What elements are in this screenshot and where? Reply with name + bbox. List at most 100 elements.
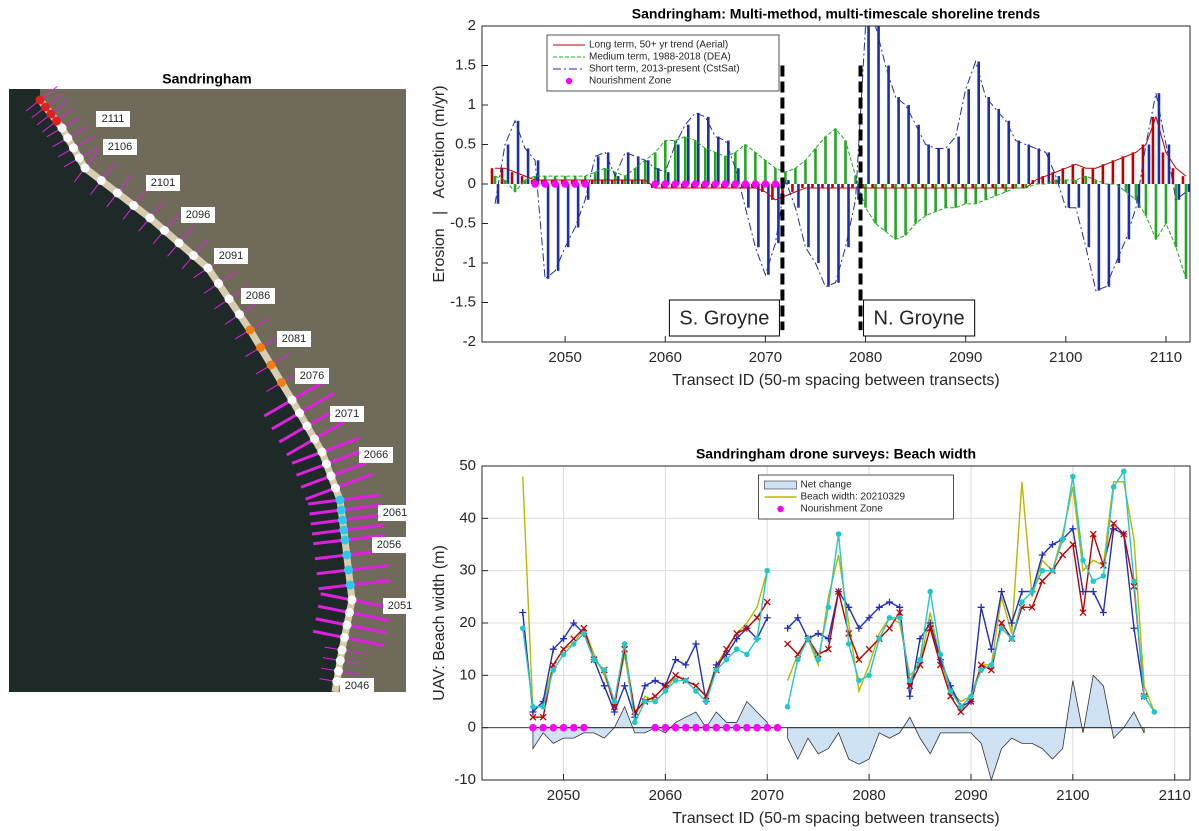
marker <box>896 603 904 611</box>
y-tick-label: 20 <box>459 614 476 631</box>
marker <box>927 588 934 595</box>
bar <box>556 184 560 271</box>
marker <box>1110 520 1118 528</box>
marker <box>825 604 832 611</box>
marker <box>621 641 628 647</box>
y-tick-label: -2 <box>463 333 476 350</box>
y-tick-label: 10 <box>459 666 476 683</box>
bar <box>764 160 767 184</box>
y-tick-label: -0.5 <box>450 214 476 231</box>
bar <box>717 136 720 184</box>
transect-point <box>342 620 352 630</box>
bar <box>997 108 1001 184</box>
marker <box>682 661 690 669</box>
chart-title: Sandringham: Multi-method, multi-timesca… <box>632 6 1041 22</box>
marker <box>978 667 984 673</box>
legend-marker <box>777 505 784 513</box>
x-tick-label: 2060 <box>649 787 682 804</box>
y-tick-label: -1 <box>463 254 476 271</box>
transect-point <box>317 447 327 457</box>
legend-label: Short term, 2013-present (CstSat) <box>589 64 740 75</box>
legend-marker <box>565 77 573 85</box>
bar <box>797 184 800 208</box>
transect-label: 2061 <box>383 507 407 519</box>
transect-point <box>277 378 286 387</box>
transect-point <box>334 666 343 676</box>
transect-point <box>41 102 50 112</box>
bar <box>951 184 954 188</box>
transect-label-box <box>146 175 180 191</box>
marker <box>691 180 700 188</box>
bar <box>867 26 870 184</box>
bar <box>794 168 797 184</box>
bar <box>683 136 687 184</box>
transect-point <box>235 310 244 319</box>
marker <box>1131 578 1137 584</box>
annotation: S. Groyne <box>679 307 769 329</box>
transect-point <box>256 343 265 352</box>
bar <box>503 180 507 184</box>
bar <box>837 184 840 283</box>
marker <box>743 723 751 732</box>
transect-label: 2046 <box>345 680 369 692</box>
bar <box>881 184 884 188</box>
bar <box>774 168 777 184</box>
marker <box>661 180 670 188</box>
transect-label-box <box>295 368 329 384</box>
bar <box>1074 180 1078 184</box>
marker <box>692 723 700 732</box>
y-tick-label: 0 <box>468 719 476 736</box>
marker <box>763 723 772 732</box>
y-axis-label: UAV: Beach width (m) <box>431 545 448 701</box>
legend-label: Nourishment Zone <box>589 76 672 87</box>
transect-point <box>174 238 184 248</box>
marker <box>906 692 914 700</box>
bar <box>620 180 624 184</box>
bar <box>744 144 747 184</box>
bar <box>566 184 570 248</box>
marker <box>1048 541 1056 548</box>
marker <box>733 646 740 652</box>
marker <box>559 635 567 643</box>
marker <box>539 713 547 721</box>
bar <box>513 184 517 192</box>
marker <box>1018 588 1026 596</box>
transect-point <box>310 434 319 444</box>
bar <box>1127 184 1131 240</box>
bar <box>771 184 774 200</box>
marker <box>855 656 863 664</box>
marker <box>652 698 658 705</box>
transect-label: 2106 <box>108 141 132 153</box>
bar <box>801 184 804 188</box>
bar <box>847 184 850 248</box>
bar <box>714 152 717 184</box>
transect-label-box <box>277 331 311 347</box>
bar <box>884 184 887 232</box>
marker <box>1120 530 1128 538</box>
marker <box>560 651 567 658</box>
marker <box>1130 624 1138 632</box>
x-tick-label: 2070 <box>751 787 784 804</box>
marker <box>968 693 974 700</box>
bar <box>791 184 794 192</box>
transect-point <box>344 565 353 575</box>
transect-label: 2066 <box>364 449 388 461</box>
bar <box>1131 152 1135 184</box>
legend-label: Nourishment Zone <box>801 504 884 515</box>
bar <box>851 184 854 188</box>
transect-point <box>302 421 312 431</box>
marker <box>764 567 771 574</box>
x-tick-label: 2110 <box>1159 787 1191 804</box>
marker <box>519 625 526 632</box>
marker <box>1089 588 1097 596</box>
axes-frame <box>481 25 1191 343</box>
bar <box>1084 176 1088 184</box>
bar <box>911 184 914 188</box>
marker <box>580 723 588 732</box>
bar <box>500 168 504 184</box>
x-tick-label: 2070 <box>749 349 782 366</box>
legend-label: Beach width: 20210329 <box>801 492 906 503</box>
marker <box>671 723 680 732</box>
bar <box>937 148 940 184</box>
bar <box>707 116 710 184</box>
